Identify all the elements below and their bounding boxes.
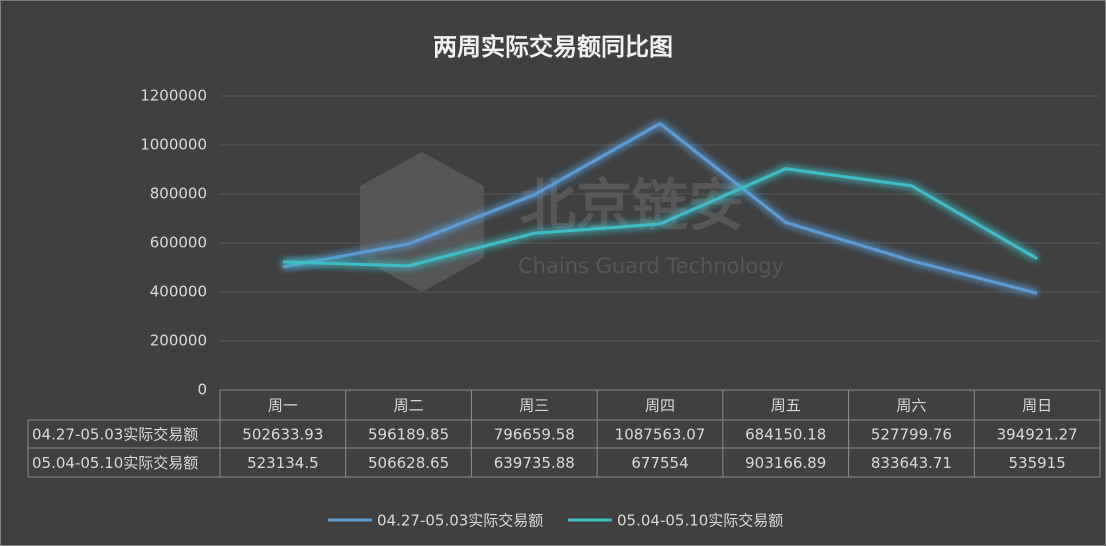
x-tick-label: 周六 xyxy=(896,397,926,415)
legend-label: 05.04-05.10实际交易额 xyxy=(617,512,783,530)
table-cell: 684150.18 xyxy=(745,426,826,444)
series-line xyxy=(282,122,1038,295)
x-tick-label: 周二 xyxy=(394,397,424,415)
x-tick-label: 周三 xyxy=(519,397,549,415)
table-cell: 677554 xyxy=(631,454,688,472)
watermark-name: 北京链安 xyxy=(520,174,744,239)
table-cell: 535915 xyxy=(1009,454,1066,472)
x-tick-label: 周四 xyxy=(645,397,675,415)
series-line xyxy=(282,167,1038,268)
y-tick-label: 1000000 xyxy=(140,136,207,154)
y-tick-label: 600000 xyxy=(150,234,207,252)
y-tick-label: 1200000 xyxy=(140,87,207,105)
table-row-label: 05.04-05.10实际交易额 xyxy=(32,454,198,472)
table-cell: 833643.71 xyxy=(871,454,952,472)
x-tick-label: 周日 xyxy=(1022,397,1052,415)
table-row-label: 04.27-05.03实际交易额 xyxy=(32,426,198,444)
table-cell: 527799.76 xyxy=(871,426,952,444)
y-tick-label: 800000 xyxy=(150,185,207,203)
table-cell: 394921.27 xyxy=(997,426,1078,444)
watermark-logo xyxy=(360,152,484,292)
table-cell: 903166.89 xyxy=(745,454,826,472)
legend-label: 04.27-05.03实际交易额 xyxy=(377,512,543,530)
y-tick-label: 200000 xyxy=(150,332,207,350)
table-cell: 796659.58 xyxy=(494,426,575,444)
table-cell: 1087563.07 xyxy=(615,426,706,444)
watermark: 北京链安 Chains Guard Technology xyxy=(360,152,784,292)
table-cell: 639735.88 xyxy=(494,454,575,472)
x-tick-label: 周一 xyxy=(268,397,298,415)
table-cell: 506628.65 xyxy=(368,454,449,472)
y-tick-label: 400000 xyxy=(150,283,207,301)
table-cell: 502633.93 xyxy=(242,426,323,444)
y-tick-label: 0 xyxy=(197,381,207,399)
watermark-subtitle: Chains Guard Technology xyxy=(518,254,784,278)
chart-title: 两周实际交易额同比图 xyxy=(433,33,673,61)
table-cell: 596189.85 xyxy=(368,426,449,444)
table-cell: 523134.5 xyxy=(247,454,319,472)
x-tick-label: 周五 xyxy=(771,397,801,415)
